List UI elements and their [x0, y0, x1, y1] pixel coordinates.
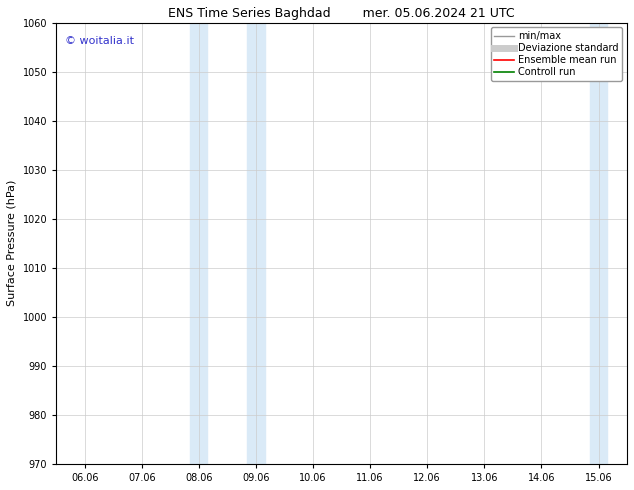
Bar [247, 23, 264, 464]
Y-axis label: Surface Pressure (hPa): Surface Pressure (hPa) [7, 180, 17, 306]
Title: ENS Time Series Baghdad        mer. 05.06.2024 21 UTC: ENS Time Series Baghdad mer. 05.06.2024 … [168, 7, 515, 20]
Text: © woitalia.it: © woitalia.it [65, 36, 134, 46]
Legend: min/max, Deviazione standard, Ensemble mean run, Controll run: min/max, Deviazione standard, Ensemble m… [491, 27, 622, 81]
Bar [590, 23, 607, 464]
Bar [190, 23, 207, 464]
